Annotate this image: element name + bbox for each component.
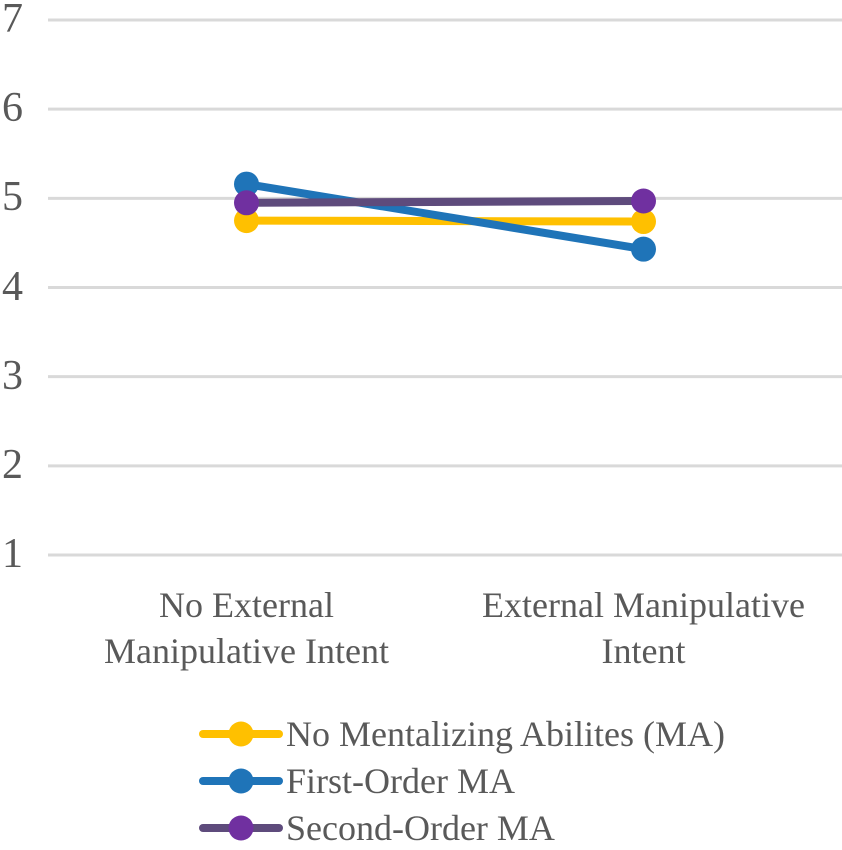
data-point-marker-no-mentalizing-abilites-ma <box>234 208 259 234</box>
series-line-second-order-ma <box>242 197 648 207</box>
y-axis-tick-label: 1 <box>2 531 23 578</box>
data-point-marker-second-order-ma <box>234 190 259 216</box>
y-axis-tick-label: 3 <box>2 352 23 399</box>
y-axis-tick-label: 4 <box>2 263 23 310</box>
x-axis-category-label: External Manipulative Intent <box>482 585 805 671</box>
y-axis-tick-label: 5 <box>2 174 23 221</box>
x-axis-category-label: No External Manipulative Intent <box>104 585 389 671</box>
legend-point-marker <box>228 721 254 746</box>
legend-line-marker <box>199 721 283 747</box>
legend: No Mentalizing Abilites (MA) First-Order … <box>199 710 725 850</box>
legend-line-marker <box>199 815 283 841</box>
data-point-marker-first-order-ma <box>234 171 259 197</box>
legend-item: First-Order MA <box>199 757 725 804</box>
y-axis-tick-label: 7 <box>2 0 23 43</box>
legend-label: Second-Order MA <box>286 807 555 848</box>
y-axis-tick-label: 6 <box>2 85 23 132</box>
series-line-first-order-ma <box>242 180 648 254</box>
legend-label: First-Order MA <box>286 760 515 801</box>
y-axis-tick-label: 2 <box>2 441 23 488</box>
legend-line-marker <box>199 768 283 794</box>
legend-point-marker <box>228 768 254 793</box>
data-point-marker-first-order-ma <box>631 236 656 262</box>
series-line-no-mentalizing-abilites-ma <box>242 216 648 226</box>
data-point-marker-second-order-ma <box>631 188 656 214</box>
legend-item: Second-Order MA <box>199 804 725 850</box>
legend-label: No Mentalizing Abilites (MA) <box>286 713 725 754</box>
data-point-marker-no-mentalizing-abilites-ma <box>631 209 656 235</box>
legend-point-marker <box>228 815 254 840</box>
legend-item: No Mentalizing Abilites (MA) <box>199 710 725 757</box>
